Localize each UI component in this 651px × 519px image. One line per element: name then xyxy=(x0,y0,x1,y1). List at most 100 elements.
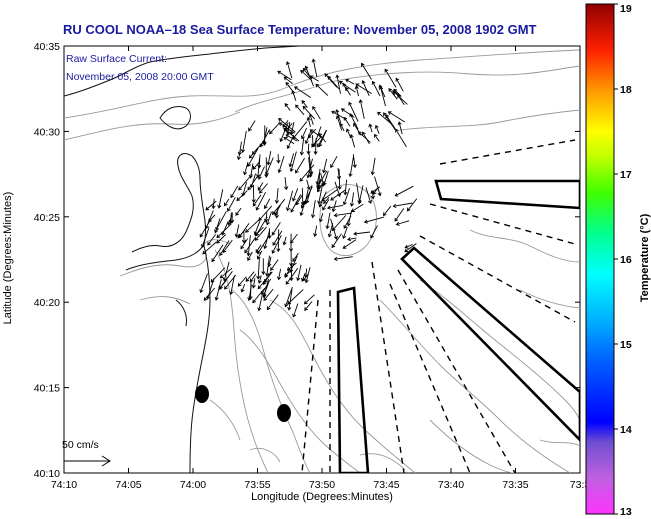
current-vector xyxy=(335,74,341,94)
current-vector xyxy=(259,129,270,148)
current-vector xyxy=(228,212,233,224)
current-vector xyxy=(393,88,402,97)
current-vector xyxy=(342,226,348,240)
current-vector xyxy=(330,189,346,201)
map-title: RU COOL NOAA–18 Sea Surface Temperature:… xyxy=(63,22,537,37)
current-vector xyxy=(235,207,242,216)
current-vector xyxy=(404,243,413,249)
current-vector xyxy=(265,211,272,226)
current-vector xyxy=(288,153,295,168)
current-vector xyxy=(267,256,272,268)
current-vector xyxy=(229,275,235,296)
current-vector xyxy=(245,271,255,282)
current-vector xyxy=(291,89,297,101)
current-vector xyxy=(379,85,386,107)
current-vector xyxy=(318,212,324,223)
current-vector xyxy=(254,226,267,241)
current-vector xyxy=(383,112,396,130)
plot-frame xyxy=(63,45,581,474)
current-vector xyxy=(320,173,326,187)
current-vector xyxy=(215,210,227,231)
x-tick-label: 74:10 xyxy=(51,479,77,491)
current-vector xyxy=(248,120,256,132)
current-vector xyxy=(257,275,262,284)
current-vector xyxy=(336,167,342,180)
current-vector xyxy=(335,109,342,124)
current-vector xyxy=(348,101,359,122)
current-vector xyxy=(247,251,253,262)
current-vector xyxy=(263,288,274,301)
current-vector xyxy=(266,151,272,166)
legend-current-time: November 05, 2008 20:00 GMT xyxy=(66,71,214,83)
current-vector xyxy=(361,131,370,145)
current-vector xyxy=(222,239,233,254)
current-vector xyxy=(253,221,261,236)
current-vector xyxy=(325,212,331,230)
current-vector xyxy=(285,190,294,212)
current-vectors xyxy=(199,58,418,318)
current-vector xyxy=(238,223,250,238)
current-vector xyxy=(249,173,257,189)
current-vector xyxy=(246,235,251,257)
current-vector xyxy=(309,75,319,82)
current-vector xyxy=(277,155,285,174)
current-vector xyxy=(255,244,262,253)
current-vector xyxy=(257,166,265,180)
colorbar-tick-label: 17 xyxy=(620,169,632,181)
current-vector xyxy=(374,133,380,142)
current-vector xyxy=(285,267,299,285)
current-vector xyxy=(315,83,329,96)
x-tick-label: 74:05 xyxy=(115,479,141,491)
current-vector xyxy=(384,68,397,88)
current-vector xyxy=(310,200,316,219)
x-tick-label: 73:3 xyxy=(570,479,591,491)
colorbar-tick-label: 15 xyxy=(620,339,632,351)
current-vector xyxy=(271,235,282,254)
current-vector xyxy=(267,228,272,239)
current-vector xyxy=(388,88,398,100)
current-vector xyxy=(288,233,294,252)
current-vector xyxy=(331,233,342,249)
current-vector xyxy=(252,162,260,170)
current-vector xyxy=(202,241,217,255)
current-vector xyxy=(313,225,318,238)
current-vector xyxy=(372,186,379,195)
current-vector xyxy=(302,105,316,120)
current-vector xyxy=(300,69,313,81)
current-vector xyxy=(257,271,273,290)
current-vector xyxy=(266,294,279,311)
current-vector xyxy=(290,194,302,213)
station-marker-east xyxy=(277,404,291,422)
zone-south xyxy=(336,286,370,473)
current-vector xyxy=(326,204,343,210)
current-vector xyxy=(243,161,249,176)
current-vector xyxy=(406,198,418,212)
current-vector xyxy=(343,179,348,196)
current-vector xyxy=(262,271,272,286)
current-vector xyxy=(299,138,305,156)
current-vector xyxy=(323,197,330,205)
current-vector xyxy=(304,267,311,284)
current-vector xyxy=(236,150,242,161)
current-vector xyxy=(308,157,313,178)
current-vector xyxy=(216,234,227,244)
current-vector xyxy=(296,264,302,282)
current-vector xyxy=(395,220,410,226)
x-tick-label: 73:35 xyxy=(502,479,528,491)
current-vector xyxy=(370,157,376,176)
current-vector xyxy=(342,188,351,206)
current-vector xyxy=(258,205,273,222)
current-vector xyxy=(322,199,330,211)
current-vector xyxy=(248,281,253,300)
x-tick-label: 73:45 xyxy=(373,479,399,491)
current-vector xyxy=(241,230,247,244)
current-vector xyxy=(301,100,308,108)
current-vector xyxy=(259,183,268,194)
current-vector xyxy=(377,111,392,124)
current-vector xyxy=(382,205,392,217)
current-vector xyxy=(271,222,281,236)
current-vector xyxy=(274,208,279,219)
current-vector xyxy=(354,85,359,97)
current-vector xyxy=(207,234,216,246)
current-vector xyxy=(353,231,371,236)
